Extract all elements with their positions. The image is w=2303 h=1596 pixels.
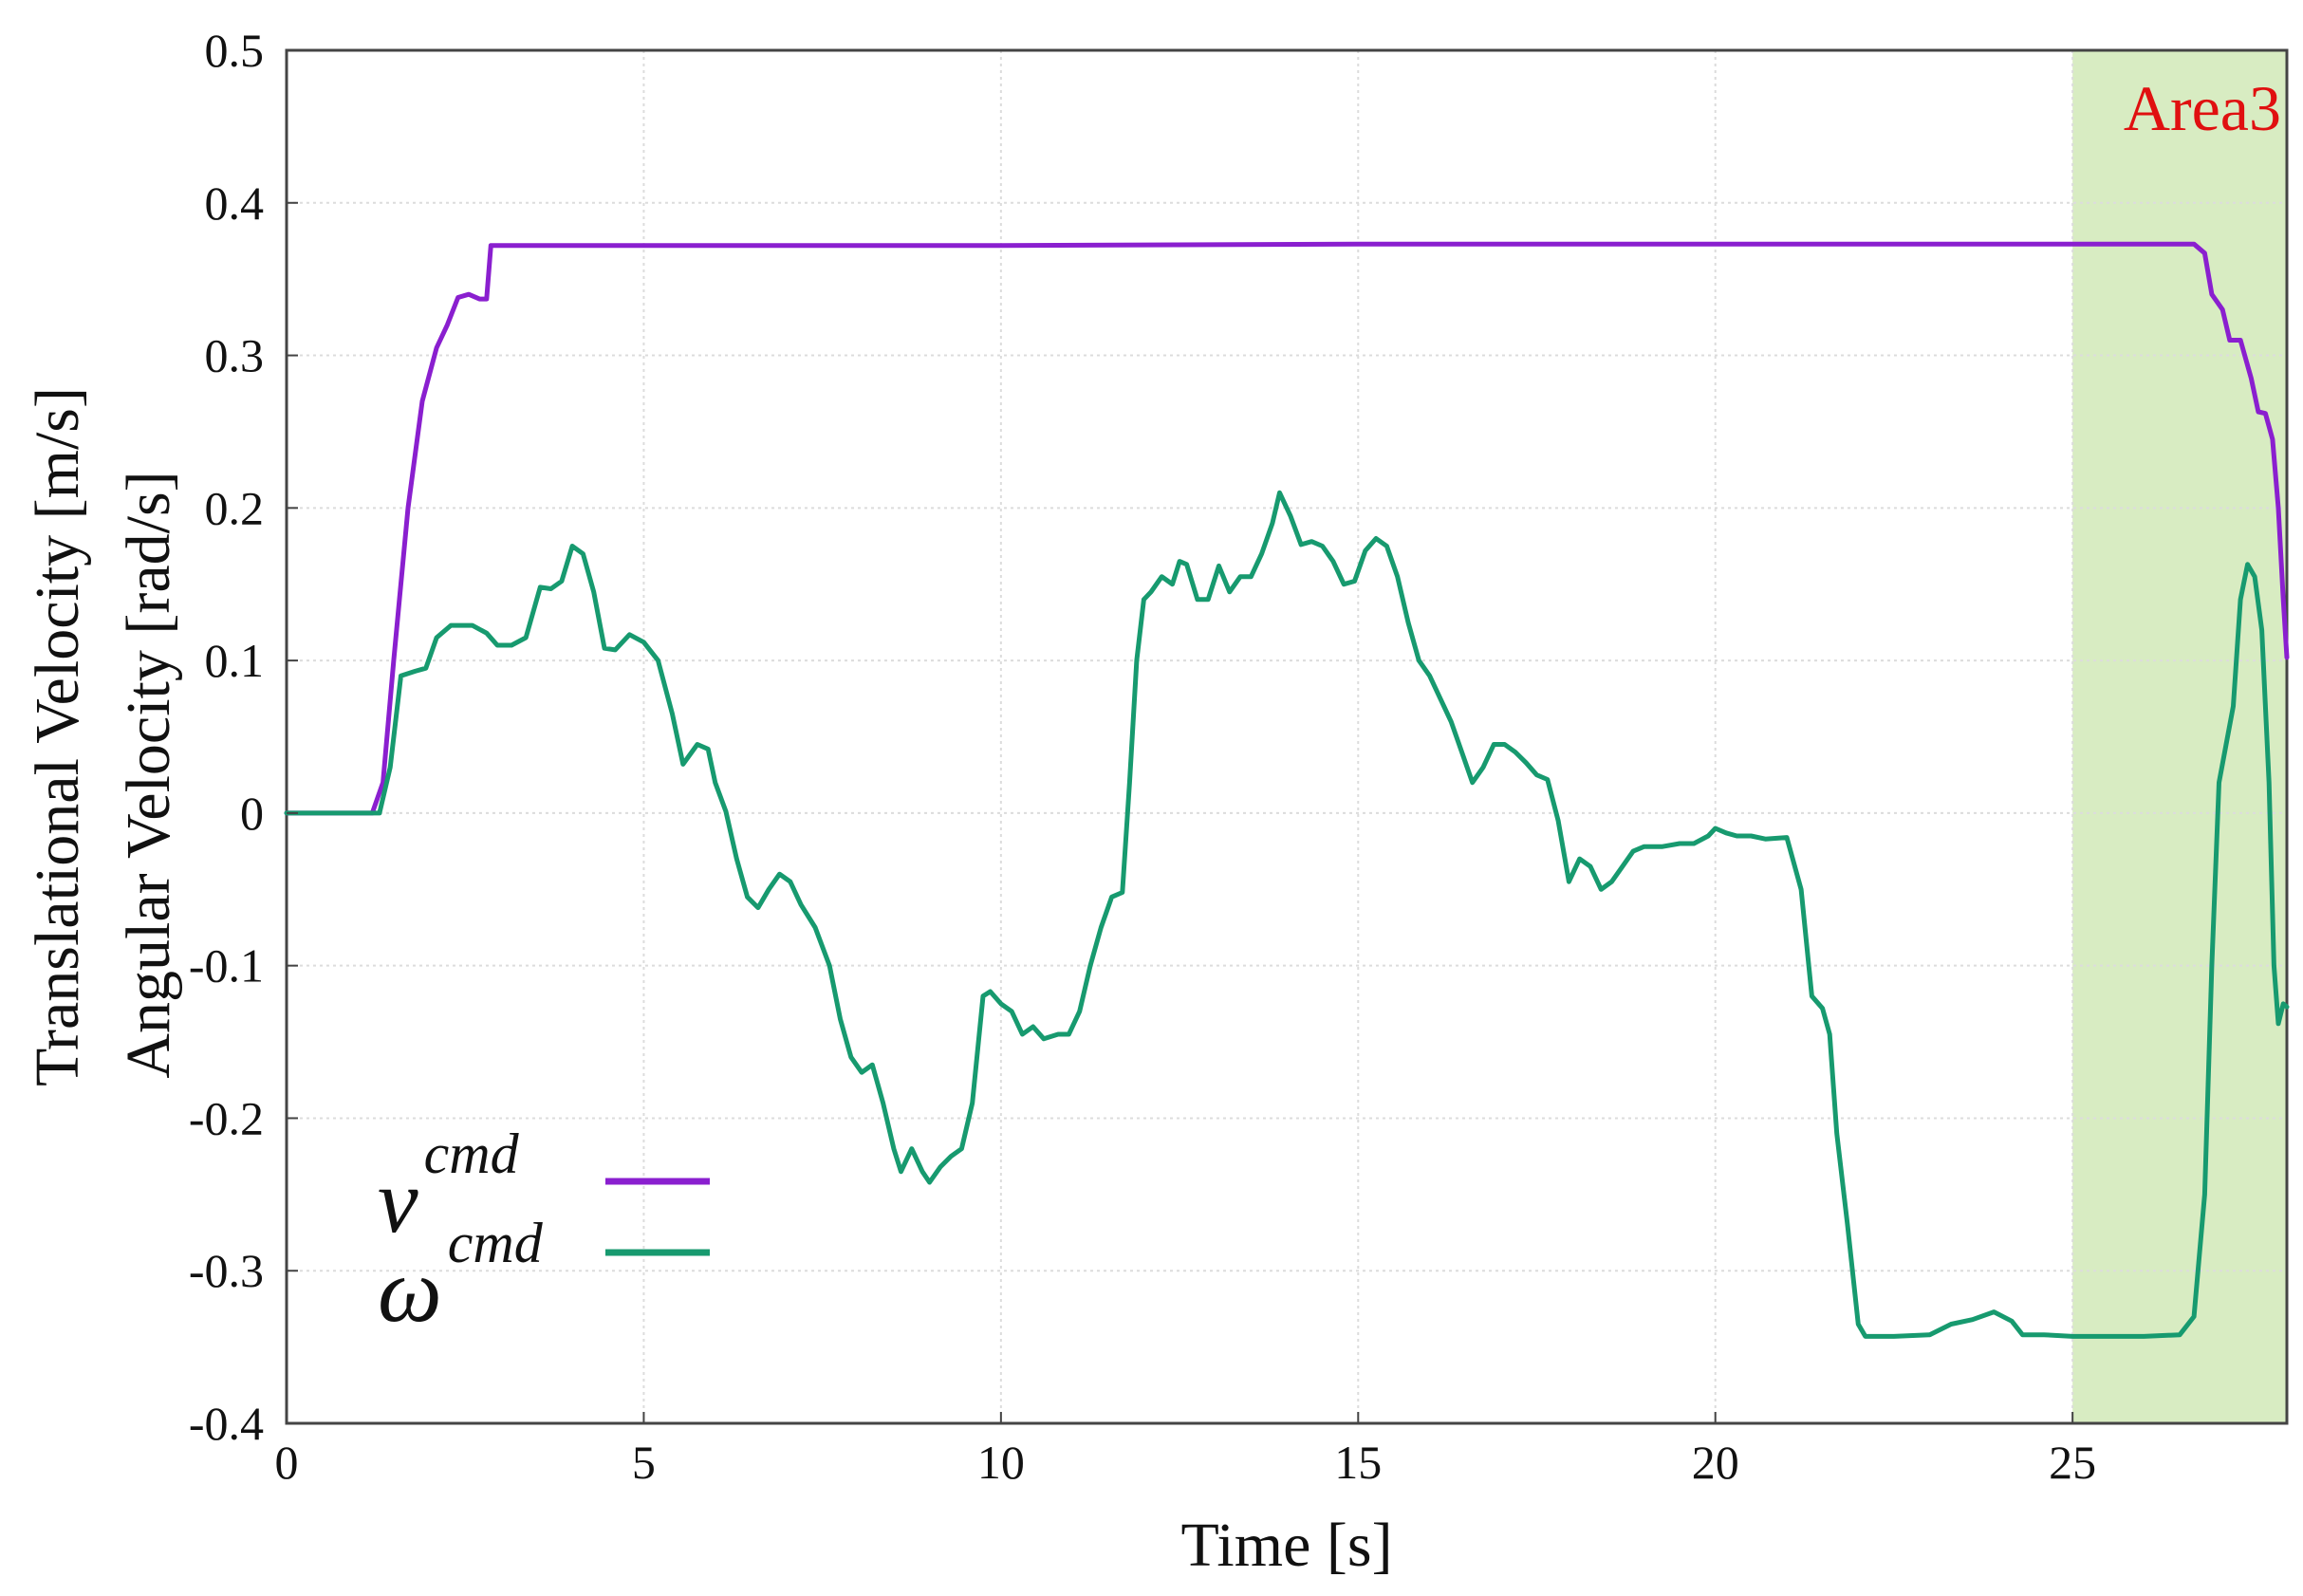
legend-omega-main: ω <box>378 1239 442 1341</box>
legend: v cmd ω cmd <box>378 1123 710 1341</box>
y-axis-label-angular: Angular Velocity [rad/s] <box>114 471 183 1078</box>
legend-v-sup: cmd <box>424 1123 520 1185</box>
x-tick-label: 15 <box>1334 1436 1382 1489</box>
x-tick-label: 20 <box>1692 1436 1739 1489</box>
series-line-omega-cmd <box>284 490 2290 1339</box>
y-tick-label: 0.5 <box>205 24 265 77</box>
y-tick-label: -0.4 <box>189 1397 264 1450</box>
y-tick-label: -0.1 <box>189 939 264 993</box>
y-tick-label: -0.2 <box>189 1091 264 1144</box>
highlight-region-layer <box>2072 50 2287 1423</box>
y-tick-label: 0.4 <box>205 176 265 230</box>
y-tick-label: 0.2 <box>205 481 265 534</box>
x-tick-label: 10 <box>977 1436 1025 1489</box>
grid-layer <box>287 50 2287 1423</box>
y-axis-label-translational: Translational Velocity [m/s] <box>23 387 92 1086</box>
area3-label: Area3 <box>2124 72 2281 144</box>
legend-omega-sup: cmd <box>448 1212 544 1274</box>
tick-label-layer: 0 5 10 15 20 25 -0.4 -0.3 -0.2 -0.1 0 0.1 0.2 0.3 0.4 0… <box>189 24 2096 1489</box>
series-layer <box>284 241 2290 1339</box>
area3-highlight <box>2072 50 2287 1423</box>
x-tick-label: 5 <box>632 1436 656 1489</box>
y-tick-label: -0.3 <box>189 1244 264 1297</box>
plot-frame <box>285 48 2289 1425</box>
x-tick-label: 25 <box>2049 1436 2096 1489</box>
legend-symbol-omega: ω cmd <box>378 1212 544 1341</box>
y-tick-label: 0.3 <box>205 329 265 382</box>
x-tick-label: 0 <box>275 1436 299 1489</box>
y-tick-label: 0 <box>240 787 264 840</box>
legend-v-main: v <box>378 1150 418 1252</box>
x-axis-label: Time [s] <box>1180 1511 1392 1580</box>
y-tick-label: 0.1 <box>205 634 265 687</box>
series-line-v-cmd <box>284 241 2290 816</box>
legend-symbol-v: v cmd <box>378 1123 520 1252</box>
